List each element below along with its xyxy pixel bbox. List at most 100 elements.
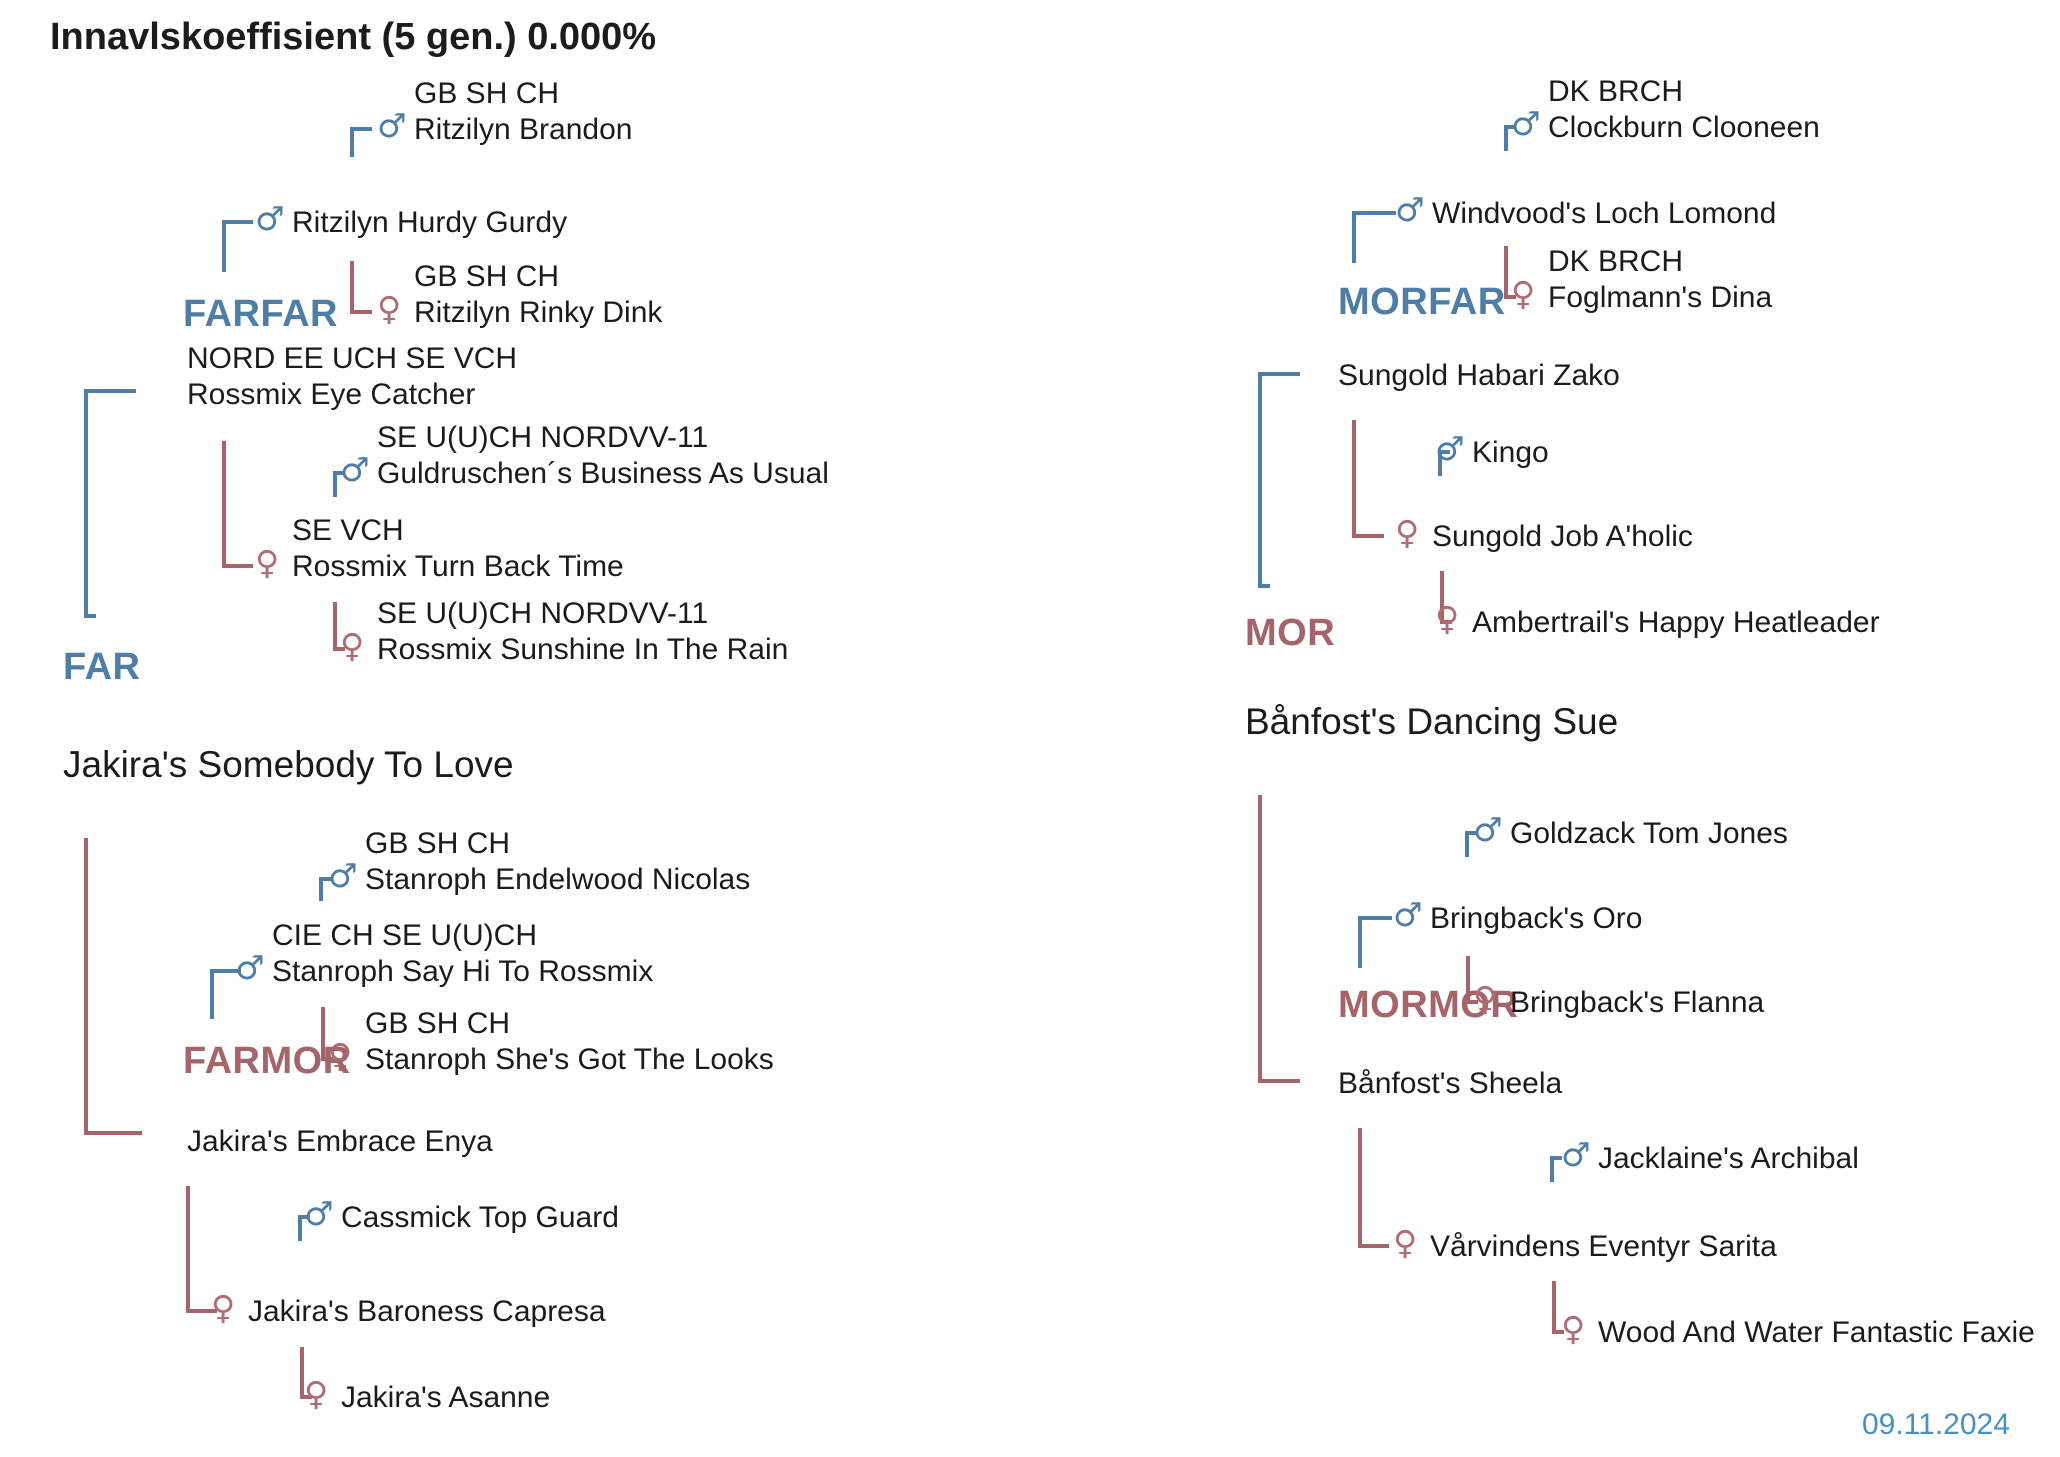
male-icon: ♂ bbox=[1435, 429, 1465, 468]
sire-connector-line bbox=[1358, 916, 1362, 968]
ancestor-node-far-dam-dam-sire: ♂ Cassmick Top Guard bbox=[304, 1196, 619, 1236]
sire-connector-line bbox=[1550, 1156, 1562, 1160]
ancestor-titles: SE U(U)CH NORDVV-11 bbox=[377, 597, 709, 630]
female-icon: ♀ bbox=[377, 289, 402, 328]
generation-label-farmor: FARMOR bbox=[183, 1040, 351, 1082]
ancestor-node-mor-sire-sire-sire: DK BRCH ♂ Clockburn Clooneen bbox=[1511, 74, 1820, 146]
sire-connector-line bbox=[84, 389, 88, 618]
male-icon: ♂ bbox=[235, 948, 265, 987]
generation-label-mor: MOR bbox=[1245, 612, 1336, 654]
sire-connector-line bbox=[298, 1215, 302, 1241]
ancestor-name: Vårvindens Eventyr Sarita bbox=[1430, 1230, 1777, 1263]
dam-connector-line bbox=[1352, 420, 1356, 538]
ancestor-name: Kingo bbox=[1472, 436, 1549, 469]
ancestor-node-mor-dam-dam-sire: ♂ Jacklaine's Archibal bbox=[1561, 1137, 1859, 1177]
ancestor-node-far-sire-dam-dam: SE U(U)CH NORDVV-11 ♀ Rossmix Sunshine In… bbox=[340, 596, 789, 668]
generation-label-farfar: FARFAR bbox=[183, 293, 338, 335]
ancestor-titles: SE U(U)CH NORDVV-11 bbox=[377, 421, 709, 454]
dam-connector-line bbox=[1358, 1244, 1389, 1248]
ancestor-titles: GB SH CH bbox=[365, 1007, 511, 1040]
female-icon: ♀ bbox=[1561, 1309, 1586, 1348]
dam-connector-line bbox=[1466, 956, 1470, 1004]
ancestor-name: Bringback's Flanna bbox=[1510, 986, 1765, 1019]
ancestor-name: Stanroph She's Got The Looks bbox=[365, 1043, 774, 1076]
ancestor-node-mor-dam-dam-dam: ♀ Wood And Water Fantastic Faxie bbox=[1561, 1311, 2035, 1351]
sire-connector-line bbox=[1465, 831, 1477, 835]
sire-connector-line bbox=[350, 127, 354, 157]
sire-connector-line bbox=[298, 1215, 310, 1219]
female-icon: ♀ bbox=[328, 1036, 353, 1075]
ancestor-name: Ritzilyn Hurdy Gurdy bbox=[292, 206, 568, 239]
dam-connector-line bbox=[1358, 1128, 1362, 1248]
female-icon: ♀ bbox=[1473, 979, 1498, 1018]
ancestor-titles: DK BRCH bbox=[1548, 245, 1684, 278]
ancestor-node-far-dam-sire: CIE CH SE U(U)CH ♂ Stanroph Say Hi To Ros… bbox=[235, 918, 654, 990]
dam-connector-line bbox=[1352, 534, 1384, 538]
dam-connector-line bbox=[1440, 571, 1444, 624]
dam-connector-line bbox=[1552, 1330, 1564, 1334]
female-icon: ♀ bbox=[1511, 274, 1536, 313]
female-icon: ♀ bbox=[1435, 599, 1460, 638]
male-icon: ♂ bbox=[377, 106, 407, 145]
ancestor-name: Jakira's Embrace Enya bbox=[187, 1125, 493, 1158]
male-icon: ♂ bbox=[328, 856, 358, 895]
male-icon: ♂ bbox=[1395, 190, 1425, 229]
ancestor-name: Sungold Job A'holic bbox=[1432, 520, 1693, 553]
sire-connector-line bbox=[1465, 831, 1469, 857]
dam-connector-line bbox=[321, 1007, 325, 1061]
dam-connector-line bbox=[1552, 1281, 1556, 1334]
dam-connector-line bbox=[300, 1395, 312, 1399]
ancestor-name: Stanroph Say Hi To Rossmix bbox=[272, 955, 654, 988]
ancestor-node-mor-dam-sire-sire: ♂ Goldzack Tom Jones bbox=[1473, 812, 1788, 852]
ancestor-name: Rossmix Sunshine In The Rain bbox=[377, 633, 789, 666]
sire-connector-line bbox=[333, 471, 337, 497]
ancestor-name: Wood And Water Fantastic Faxie bbox=[1598, 1316, 2035, 1349]
sire-connector-line bbox=[84, 389, 136, 393]
ancestor-name: Ambertrail's Happy Heatleader bbox=[1472, 606, 1880, 639]
ancestor-titles: DK BRCH bbox=[1548, 75, 1684, 108]
female-icon: ♀ bbox=[211, 1288, 236, 1327]
ancestor-name: Ritzilyn Brandon bbox=[414, 113, 633, 146]
ancestor-node-far-sire-dam: SE VCH ♀ Rossmix Turn Back Time bbox=[255, 513, 624, 585]
dam-connector-line bbox=[1504, 295, 1516, 299]
ancestor-node-far-dam: Jakira's Embrace Enya bbox=[187, 1124, 493, 1160]
dam-connector-line bbox=[333, 647, 345, 651]
sire-connector-line bbox=[1258, 372, 1300, 376]
female-icon: ♀ bbox=[1393, 1223, 1418, 1262]
sire-connector-line bbox=[222, 220, 253, 224]
dam-connector-line bbox=[186, 1186, 190, 1313]
ancestor-name: Windvood's Loch Lomond bbox=[1432, 197, 1777, 230]
ancestor-node-far-sire-sire-sire: GB SH CH ♂ Ritzilyn Brandon bbox=[377, 76, 633, 148]
ancestor-node-mor-dam-sire: ♂ Bringback's Oro bbox=[1393, 897, 1642, 937]
ancestor-node-mor-sire-dam-dam: ♀ Ambertrail's Happy Heatleader bbox=[1435, 601, 1880, 641]
sire-connector-line bbox=[1352, 211, 1396, 215]
ancestor-titles: CIE CH SE U(U)CH bbox=[272, 919, 538, 952]
generation-label-far: FAR bbox=[63, 646, 141, 688]
ancestor-node-mor-dam-dam: ♀ Vårvindens Eventyr Sarita bbox=[1393, 1225, 1777, 1265]
ancestor-node-far-sire: NORD EE UCH SE VCH Rossmix Eye Catcher bbox=[187, 341, 517, 413]
dam-connector-line bbox=[1466, 1000, 1478, 1004]
ancestor-name: Jacklaine's Archibal bbox=[1598, 1142, 1859, 1175]
ancestor-node-mor-sire-sire-dam: DK BRCH ♀ Foglmann's Dina bbox=[1511, 244, 1772, 316]
ancestor-node-far-dam-dam-dam: ♀ Jakira's Asanne bbox=[304, 1376, 550, 1416]
ancestor-node-mor-dam: Bånfost's Sheela bbox=[1338, 1066, 1562, 1102]
sire-connector-line bbox=[210, 969, 241, 973]
sire-connector-line bbox=[319, 877, 323, 901]
ancestor-node-mor-sire-sire: ♂ Windvood's Loch Lomond bbox=[1395, 192, 1777, 232]
dam-connector-line bbox=[1504, 246, 1508, 299]
generation-label-morfar: MORFAR bbox=[1338, 281, 1506, 323]
sire-connector-line bbox=[1504, 125, 1508, 151]
ancestor-titles: GB SH CH bbox=[414, 77, 560, 110]
sire-connector-line bbox=[350, 127, 372, 131]
sire-connector-line bbox=[1258, 584, 1270, 588]
dam-name: Bånfost's Dancing Sue bbox=[1245, 701, 1619, 742]
ancestor-node-mor-sire-dam-sire: ♂ Kingo bbox=[1435, 431, 1549, 471]
ancestor-node-far-dam-sire-sire: GB SH CH ♂ Stanroph Endelwood Nicolas bbox=[328, 826, 750, 898]
ancestor-name: Clockburn Clooneen bbox=[1548, 111, 1820, 144]
ancestor-titles: GB SH CH bbox=[414, 260, 560, 293]
sire-connector-line bbox=[1438, 450, 1450, 454]
ancestor-node-mor-dam-sire-dam: ♀ Bringback's Flanna bbox=[1473, 981, 1765, 1021]
ancestor-name: Sungold Habari Zako bbox=[1338, 359, 1620, 392]
sire-connector-line bbox=[1550, 1156, 1554, 1182]
dam-connector-line bbox=[84, 838, 88, 1135]
